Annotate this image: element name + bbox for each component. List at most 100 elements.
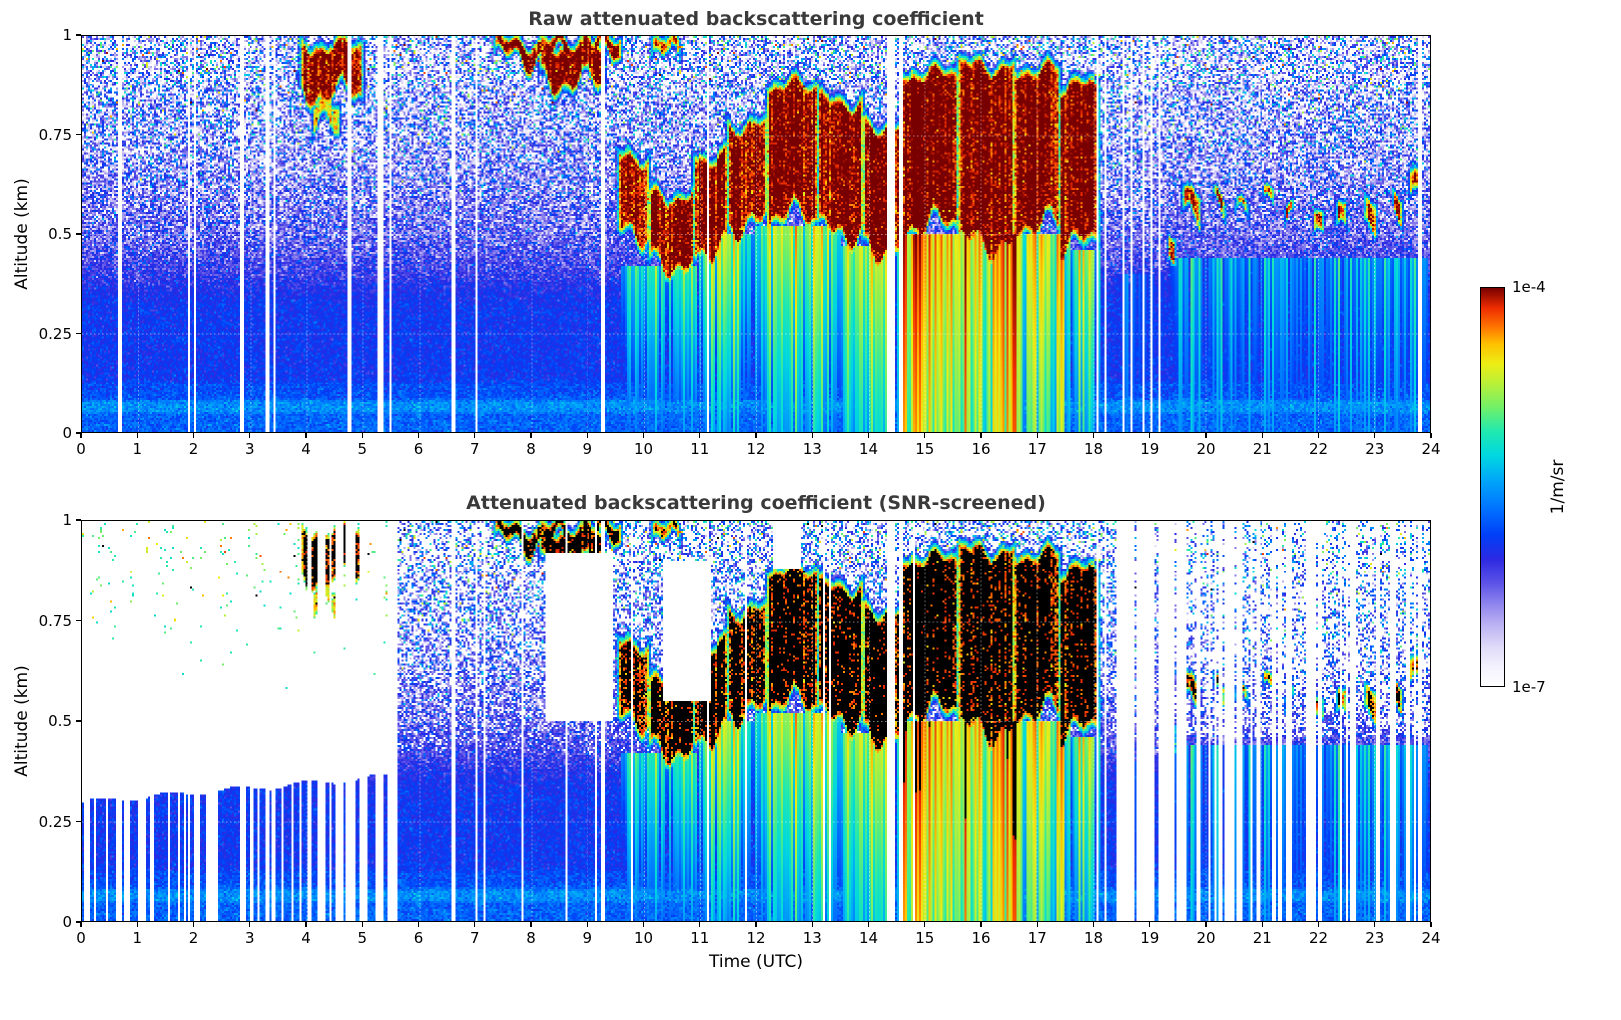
x-axis-tick	[924, 922, 926, 927]
x-axis-tick-label: 4	[301, 440, 311, 458]
x-axis-tick	[867, 922, 870, 927]
x-axis-tick	[1430, 433, 1432, 438]
x-axis-tick-label: 10	[633, 440, 654, 458]
y-axis-tick-label: 0.75	[38, 611, 72, 630]
raw-heatmap-plot	[81, 35, 1431, 433]
x-axis-tick	[136, 922, 138, 927]
x-axis-tick	[1430, 922, 1432, 927]
y-axis-tick-label: 0.25	[38, 812, 72, 831]
x-axis-tick	[924, 433, 926, 438]
screened-heatmap-canvas	[82, 521, 1430, 921]
x-axis-tick-label: 3	[244, 440, 255, 458]
x-axis-tick-label: 15	[915, 929, 935, 947]
y-axis-tick	[76, 720, 81, 722]
y-axis-tick	[76, 233, 81, 235]
x-axis-tick-label: 22	[1308, 440, 1329, 458]
x-axis-tick-label: 13	[802, 440, 822, 458]
x-axis-tick-label: 23	[1365, 929, 1385, 947]
x-axis-tick	[530, 922, 532, 927]
x-axis-tick-label: 5	[357, 929, 368, 947]
x-axis-tick-label: 5	[357, 440, 368, 458]
x-axis-tick-label: 15	[915, 440, 935, 458]
y-axis-tick	[76, 619, 81, 622]
raw-heatmap-canvas	[82, 36, 1430, 432]
y-axis-tick	[76, 133, 81, 136]
x-axis-tick	[249, 922, 251, 927]
x-axis-tick	[1261, 922, 1263, 927]
x-axis-tick	[1317, 922, 1320, 927]
x-axis-tick-label: 7	[469, 929, 480, 947]
y-axis-tick	[76, 432, 81, 434]
x-axis-tick	[642, 433, 645, 438]
x-axis-tick	[1317, 433, 1320, 438]
x-axis-tick-label: 17	[1027, 929, 1047, 947]
y-axis-tick-label: 1	[62, 511, 72, 529]
x-axis-tick-label: 24	[1421, 929, 1441, 947]
x-axis-tick	[136, 433, 138, 438]
panel-raw-title: Raw attenuated backscattering coefficien…	[528, 8, 984, 30]
x-axis-tick-label: 16	[971, 440, 991, 458]
x-axis-tick-label: 18	[1083, 929, 1104, 947]
x-axis-tick-label: 20	[1196, 929, 1216, 947]
y-axis-tick	[76, 820, 81, 823]
x-axis-tick-label: 21	[1252, 929, 1272, 947]
x-axis-tick	[811, 922, 813, 927]
x-axis-tick-label: 23	[1365, 440, 1385, 458]
screened-heatmap-plot	[81, 520, 1431, 922]
x-axis-tick-label: 19	[1140, 929, 1160, 947]
y-axis-tick-label: 1	[62, 26, 72, 44]
x-axis-tick-label: 7	[469, 440, 480, 458]
x-axis-tick	[417, 922, 420, 927]
x-axis-tick	[1036, 433, 1038, 438]
x-axis-tick	[1036, 922, 1038, 927]
x-axis-tick-label: 11	[690, 440, 710, 458]
x-axis-tick	[1092, 922, 1095, 927]
x-axis-tick-label: 1	[132, 929, 143, 947]
x-axis-tick	[361, 433, 363, 438]
colorbar-min-label: 1e-7	[1512, 678, 1546, 696]
x-axis-tick	[642, 922, 645, 927]
colorbar-gradient	[1481, 288, 1504, 686]
x-axis-tick	[699, 922, 701, 927]
x-axis-tick-label: 10	[633, 929, 654, 947]
y-axis-tick-label: 0.25	[38, 324, 72, 343]
y-axis-tick	[76, 921, 81, 923]
x-axis-tick-label: 22	[1308, 929, 1329, 947]
panel-screened-title: Attenuated backscattering coefficient (S…	[466, 492, 1046, 514]
x-axis-tick-label: 21	[1252, 440, 1272, 458]
x-axis-tick	[192, 922, 195, 927]
x-axis-tick-label: 13	[802, 929, 822, 947]
x-axis-tick	[586, 922, 588, 927]
colorbar	[1480, 287, 1505, 687]
x-axis-tick	[474, 922, 476, 927]
y-axis-tick-label: 0.5	[48, 225, 72, 243]
x-axis-tick	[1374, 433, 1376, 438]
x-axis-tick	[474, 433, 476, 438]
x-axis-tick-label: 0	[76, 929, 86, 947]
x-axis-tick	[1374, 922, 1376, 927]
x-axis-tick	[1149, 922, 1151, 927]
x-axis-tick-label: 1	[132, 440, 143, 458]
x-axis-tick-label: 16	[971, 929, 991, 947]
x-axis-tick	[361, 922, 363, 927]
x-axis-tick	[192, 433, 195, 438]
x-axis-tick	[699, 433, 701, 438]
x-axis-tick	[586, 433, 588, 438]
x-axis-tick	[305, 433, 307, 438]
x-axis-tick-label: 12	[746, 440, 766, 458]
x-axis-tick-label: 9	[582, 440, 593, 458]
y-axis-tick-label: 0.5	[48, 712, 72, 730]
x-axis-tick-label: 20	[1196, 440, 1216, 458]
x-axis-tick-label: 11	[690, 929, 710, 947]
x-axis-tick-label: 0	[76, 440, 86, 458]
colorbar-unit-label: 1/m/sr	[1548, 459, 1568, 515]
y-axis-tick-label: 0.75	[38, 125, 72, 144]
x-axis-tick-label: 2	[188, 929, 199, 947]
x-axis-tick-label: 14	[858, 440, 879, 458]
x-axis-tick	[80, 433, 82, 438]
x-axis-tick-label: 8	[526, 929, 536, 947]
x-axis-tick-label: 8	[526, 440, 536, 458]
x-axis-tick	[80, 922, 82, 927]
x-axis-tick	[1205, 922, 1207, 927]
